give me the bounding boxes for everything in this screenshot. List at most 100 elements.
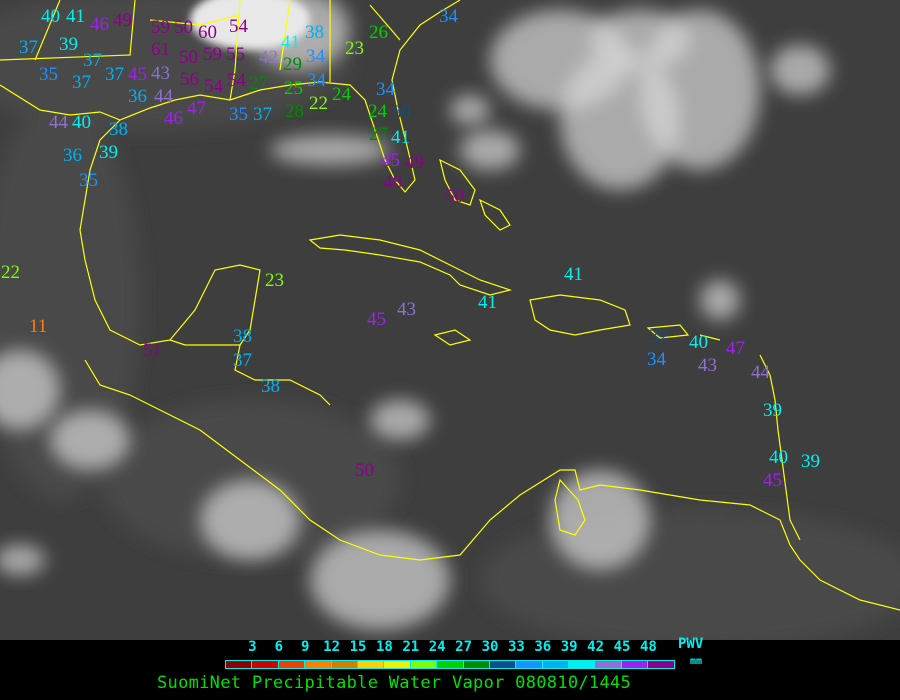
coastline <box>439 158 476 206</box>
station-pwv-value: 23 <box>265 270 284 291</box>
station-pwv-value: 44 <box>751 362 771 383</box>
station-pwv-value: 56 <box>180 69 199 90</box>
station-pwv-value: 59 <box>151 17 170 38</box>
station-pwv-value: 24 <box>368 101 388 122</box>
station-pwv-value: 39 <box>763 400 782 421</box>
station-pwv-value: 44 <box>154 86 174 107</box>
legend-swatch <box>410 661 438 668</box>
cloud <box>370 400 430 440</box>
station-pwv-value: 43 <box>397 299 416 320</box>
legend-swatch <box>542 661 570 668</box>
coastline <box>478 198 511 231</box>
legend-tick: 42 <box>587 639 605 655</box>
cloud <box>50 410 130 470</box>
legend-swatch <box>384 661 411 668</box>
legend-tick: 45 <box>613 639 631 655</box>
coastline <box>699 334 721 341</box>
station-pwv-value: 47 <box>187 98 206 119</box>
color-scale-bar <box>225 660 675 669</box>
cloud-cover <box>0 0 830 630</box>
coastlines <box>0 0 900 611</box>
cloud <box>550 470 650 570</box>
station-pwv-value: 38 <box>233 326 252 347</box>
station-pwv-value: 35 <box>79 170 98 191</box>
station-pwv-value: 37 <box>72 72 91 93</box>
legend-swatch <box>305 661 332 668</box>
station-pwv-value: 34 <box>439 6 459 27</box>
station-pwv-value: 26 <box>369 22 388 43</box>
cloud <box>200 480 300 560</box>
station-pwv-value: 54 <box>229 16 249 37</box>
station-pwv-value: 22 <box>309 93 328 114</box>
cloud <box>770 45 830 95</box>
station-pwv-value: 29 <box>283 54 302 75</box>
legend-swatch <box>437 661 464 668</box>
cloud <box>0 350 60 430</box>
legend-tick: 36 <box>534 639 552 655</box>
map-title: SuomiNet Precipitable Water Vapor 080810… <box>157 673 632 693</box>
station-pwv-value: 25 <box>284 78 303 99</box>
station-pwv-value: 59 <box>203 44 222 65</box>
station-pwv-value: 45 <box>381 150 400 171</box>
legend-tick: 3 <box>248 639 257 655</box>
station-pwv-value: 23 <box>345 38 364 59</box>
station-pwv-value: 41 <box>478 292 497 313</box>
coastline <box>433 329 472 346</box>
legend-swatch <box>516 661 543 668</box>
legend-swatch <box>595 661 622 668</box>
station-pwv-value: 46 <box>90 14 109 35</box>
station-pwv-value: 37 <box>19 37 38 58</box>
legend-swatch <box>489 661 517 668</box>
station-pwv-value: 22 <box>1 262 20 283</box>
station-pwv-value: 24 <box>332 84 352 105</box>
legend-swatch <box>357 661 385 668</box>
station-pwv-value: 50 <box>445 186 464 207</box>
cloud <box>270 135 390 165</box>
station-pwv-value: 60 <box>198 22 217 43</box>
coastline <box>279 0 291 71</box>
station-pwv-value: 47 <box>726 338 745 359</box>
station-pwv-value: 34 <box>306 46 326 67</box>
station-pwv-value: 41 <box>564 264 583 285</box>
legend-unit: mm <box>690 656 703 667</box>
station-pwv-value: 38 <box>261 376 280 397</box>
station-pwv-value: 32 <box>649 326 668 347</box>
station-pwv-value: 41 <box>66 6 85 27</box>
coastline <box>0 0 136 61</box>
station-pwv-value: 11 <box>29 316 47 337</box>
cloud <box>450 95 490 125</box>
station-pwv-value: 43 <box>698 355 717 376</box>
station-pwv-value: 55 <box>226 44 245 65</box>
legend-tick: 6 <box>274 639 284 655</box>
legend-tick: 33 <box>507 639 525 655</box>
legend-swatch <box>252 661 279 668</box>
station-pwv-value: 51 <box>143 340 162 361</box>
coastline <box>234 344 331 406</box>
legend-swatch <box>226 661 253 668</box>
station-pwv-value: 37 <box>233 350 252 371</box>
cloud <box>460 130 520 170</box>
legend-tick: 48 <box>639 639 657 655</box>
legend-tick: 30 <box>481 639 499 655</box>
station-pwv-value: 45 <box>367 309 386 330</box>
legend-tick: 9 <box>300 639 310 655</box>
station-pwv-value: 35 <box>39 64 58 85</box>
station-pwv-value: 49 <box>113 10 132 31</box>
station-pwv-value: 36 <box>63 145 82 166</box>
station-pwv-value: 43 <box>151 63 170 84</box>
coastline <box>759 354 801 541</box>
legend-swatch <box>463 661 490 668</box>
station-pwv-value: 61 <box>151 39 170 60</box>
station-pwv-value: 50 <box>174 17 193 38</box>
legend-tick: 39 <box>560 639 578 655</box>
station-pwv-value: 39 <box>99 142 118 163</box>
station-pwv-value: 42 <box>259 47 278 68</box>
coastline <box>554 478 586 536</box>
station-pwv-value: 28 <box>285 101 304 122</box>
station-pwv-value: 44 <box>49 112 69 133</box>
station-pwv-value: 54 <box>227 70 247 91</box>
coastline <box>369 4 401 41</box>
station-pwv-value: 40 <box>689 332 708 353</box>
